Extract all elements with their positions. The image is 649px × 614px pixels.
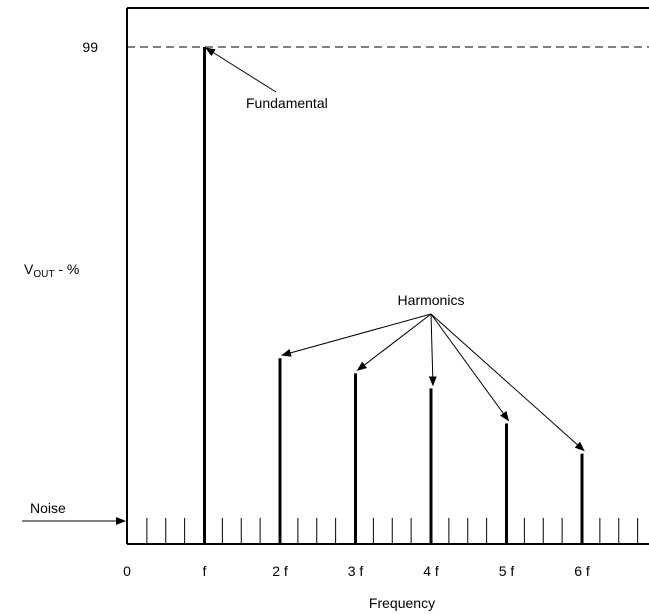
noise-annotation: Noise [30,500,66,516]
harmonic-arrow [281,313,432,357]
y-axis-label-suffix: - % [54,261,79,277]
fundamental-arrow [205,47,277,93]
x-tick-label: 4 f [423,563,439,579]
x-axis-label: Frequency [369,595,435,611]
x-tick-label: 3 f [348,563,364,579]
noise-ticks [146,517,639,544]
harmonic-arrow [430,313,510,422]
harmonic-arrow [428,313,437,387]
x-tick-label: 0 [123,563,131,579]
harmonic-arrow [356,313,432,371]
y-axis-label: VOUT - % [24,261,79,280]
x-tick-label: 2 f [272,563,288,579]
harmonic-arrows [281,313,585,452]
fundamental-annotation: Fundamental [246,95,328,111]
x-tick-label: 5 f [499,563,515,579]
harmonics-annotation: Harmonics [398,292,465,308]
harmonic-arrow [430,313,585,452]
x-tick-labels: 0 f 2 f 3 f 4 f 5 f 6 f [123,563,590,579]
x-tick-label: 6 f [574,563,590,579]
y-axis-label-main: V [24,261,34,277]
y-tick-label-99: 99 [82,39,98,55]
harmonic-bars [203,47,584,544]
x-tick-label: f [203,563,207,579]
y-axis-label-sub: OUT [33,269,54,280]
